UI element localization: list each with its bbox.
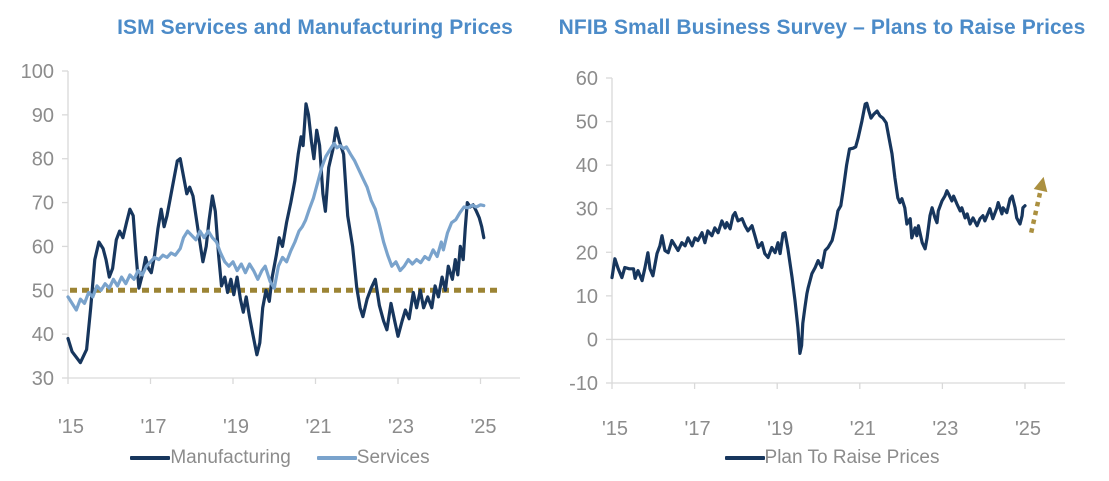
- plan-to-raise-prices-line-swatch: [724, 456, 765, 460]
- ism-chart-title: ISM Services and Manufacturing Prices: [117, 16, 513, 39]
- svg-text:'21: '21: [305, 416, 331, 438]
- svg-text:-10: -10: [569, 373, 598, 395]
- legend-item-services: Services: [316, 444, 430, 472]
- svg-text:'19: '19: [223, 416, 249, 438]
- svg-text:40: 40: [576, 155, 598, 177]
- svg-text:'15: '15: [58, 416, 84, 438]
- svg-text:'19: '19: [767, 418, 793, 440]
- legend-item-manufacturing: Manufacturing: [130, 444, 291, 472]
- svg-text:'25: '25: [470, 416, 496, 438]
- svg-text:'17: '17: [140, 416, 166, 438]
- svg-text:40: 40: [32, 324, 54, 346]
- svg-text:30: 30: [576, 199, 598, 221]
- svg-text:90: 90: [32, 105, 54, 127]
- svg-text:60: 60: [576, 68, 598, 90]
- nfib-chart-title: NFIB Small Business Survey – Plans to Ra…: [558, 16, 1086, 39]
- manufacturing-line-swatch: [130, 456, 171, 460]
- svg-text:20: 20: [576, 242, 598, 264]
- svg-text:60: 60: [32, 236, 54, 258]
- svg-text:'17: '17: [685, 418, 711, 440]
- svg-text:'21: '21: [850, 418, 876, 440]
- svg-text:'23: '23: [388, 416, 414, 438]
- svg-text:0: 0: [587, 329, 598, 351]
- services-legend-label: Services: [356, 447, 430, 468]
- svg-text:'25: '25: [1015, 418, 1041, 440]
- svg-text:10: 10: [576, 286, 598, 308]
- plan-to-raise-prices-legend-label: Plan To Raise Prices: [764, 447, 940, 468]
- svg-text:'23: '23: [932, 418, 958, 440]
- svg-text:70: 70: [32, 193, 54, 215]
- manufacturing-legend-label: Manufacturing: [170, 447, 291, 468]
- services-line-swatch: [316, 456, 357, 460]
- svg-text:50: 50: [576, 112, 598, 134]
- nfib-chart-legend: Plan To Raise Prices: [555, 444, 1109, 472]
- legend-item-plan-to-raise-prices: Plan To Raise Prices: [724, 444, 940, 472]
- svg-text:80: 80: [32, 149, 54, 171]
- svg-text:50: 50: [32, 280, 54, 302]
- svg-text:100: 100: [21, 61, 54, 83]
- ism-chart-legend: Manufacturing Services: [0, 444, 560, 472]
- svg-text:'15: '15: [602, 418, 628, 440]
- svg-text:30: 30: [32, 368, 54, 390]
